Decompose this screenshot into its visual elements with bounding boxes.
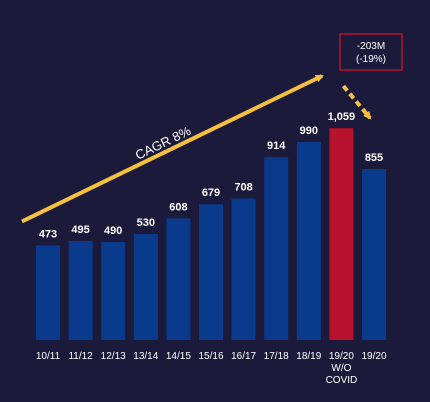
tick-label-2: 11/12 (68, 351, 93, 362)
value-labels-group: 473 495 490 530 608 679 708 914 990 1,059 855 (39, 111, 383, 240)
bar-9 (296, 142, 321, 340)
bar-3 (101, 242, 126, 340)
tick-label-7: 16/17 (231, 351, 256, 362)
difference-annotation-box (339, 33, 403, 71)
tick-label-5: 14/15 (166, 351, 191, 362)
value-label-7: 708 (234, 181, 252, 193)
value-label-2: 495 (71, 224, 89, 236)
tick-labels-group: 10/11 11/12 12/13 13/14 14/15 15/16 16/17 17/18… (36, 351, 387, 386)
bar-8 (264, 157, 289, 340)
value-label-9: 990 (300, 125, 318, 137)
value-label-3: 490 (104, 225, 122, 237)
cagr-trend-arrow (21, 74, 324, 224)
tick-label-4: 13/14 (133, 351, 158, 362)
value-label-8: 914 (267, 140, 286, 152)
tick-label-11: 19/20 (361, 351, 386, 362)
bar-4 (133, 234, 158, 340)
tick-sublabel-10-2: COVID (326, 375, 358, 386)
difference-amount: -203M (357, 41, 385, 52)
tick-label-6: 15/16 (198, 351, 223, 362)
difference-percent: (-19%) (356, 54, 386, 65)
value-label-5: 608 (169, 201, 187, 213)
bar-5 (166, 218, 191, 340)
tick-label-8: 17/18 (264, 351, 289, 362)
value-label-4: 530 (137, 217, 155, 229)
value-label-6: 679 (202, 187, 220, 199)
bar-1 (36, 245, 60, 340)
bars-group (36, 128, 386, 340)
tick-label-10: 19/20 (329, 351, 354, 362)
tick-label-3: 12/13 (101, 351, 126, 362)
tick-label-9: 18/19 (296, 351, 321, 362)
tick-label-1: 10/11 (36, 351, 61, 362)
value-label-11: 855 (365, 152, 383, 164)
bar-7 (231, 198, 256, 340)
bar-2 (68, 241, 93, 340)
bar-6 (199, 204, 223, 340)
tick-sublabel-10-1: W/O (331, 363, 351, 374)
covid-drop-arrow (341, 84, 372, 120)
value-label-10: 1,059 (328, 111, 356, 123)
value-label-1: 473 (39, 228, 57, 240)
bar-10 (329, 128, 354, 340)
bar-11 (362, 169, 386, 340)
